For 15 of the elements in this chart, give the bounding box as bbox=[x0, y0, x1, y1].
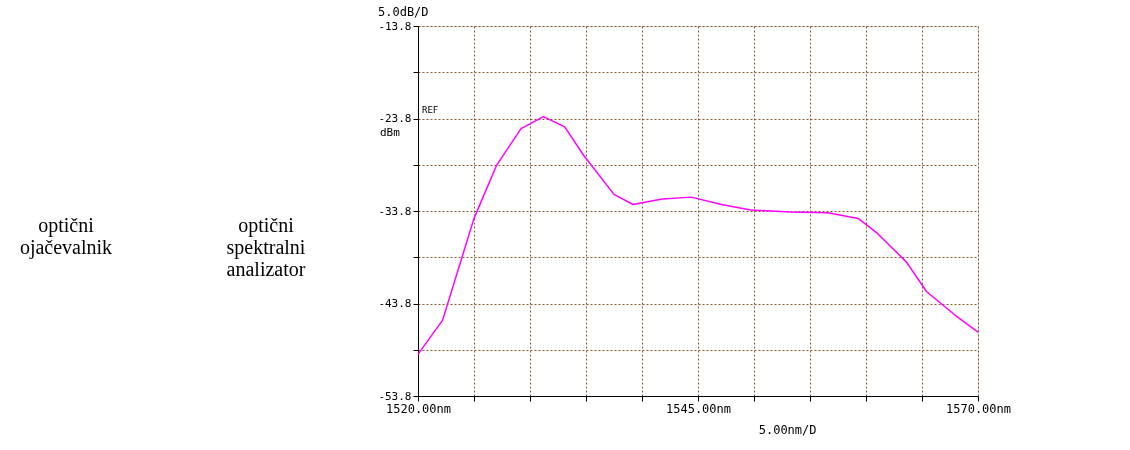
y-tick-label: -23.8 bbox=[378, 112, 412, 125]
line-series bbox=[417, 115, 979, 356]
x-tick-label: 1520.00nm bbox=[385, 401, 452, 416]
text: 5.00nm/D bbox=[758, 423, 817, 437]
annotation: REF bbox=[422, 104, 439, 115]
y-tick-label: -33.8 bbox=[378, 204, 412, 218]
text: optični spektralni analizator bbox=[226, 214, 306, 280]
text: dBm bbox=[380, 125, 401, 139]
x-tick-label: 1545.00nm bbox=[665, 401, 732, 416]
text: optični ojačevalnik bbox=[19, 214, 113, 259]
y-tick-label: -53.8 bbox=[378, 389, 412, 403]
text: 5.0dB/D bbox=[378, 5, 429, 19]
x-tick-label: 1570.00nm bbox=[945, 401, 1012, 416]
y-tick-label: -13.8 bbox=[378, 19, 412, 33]
y-tick-label: -43.8 bbox=[378, 297, 412, 310]
